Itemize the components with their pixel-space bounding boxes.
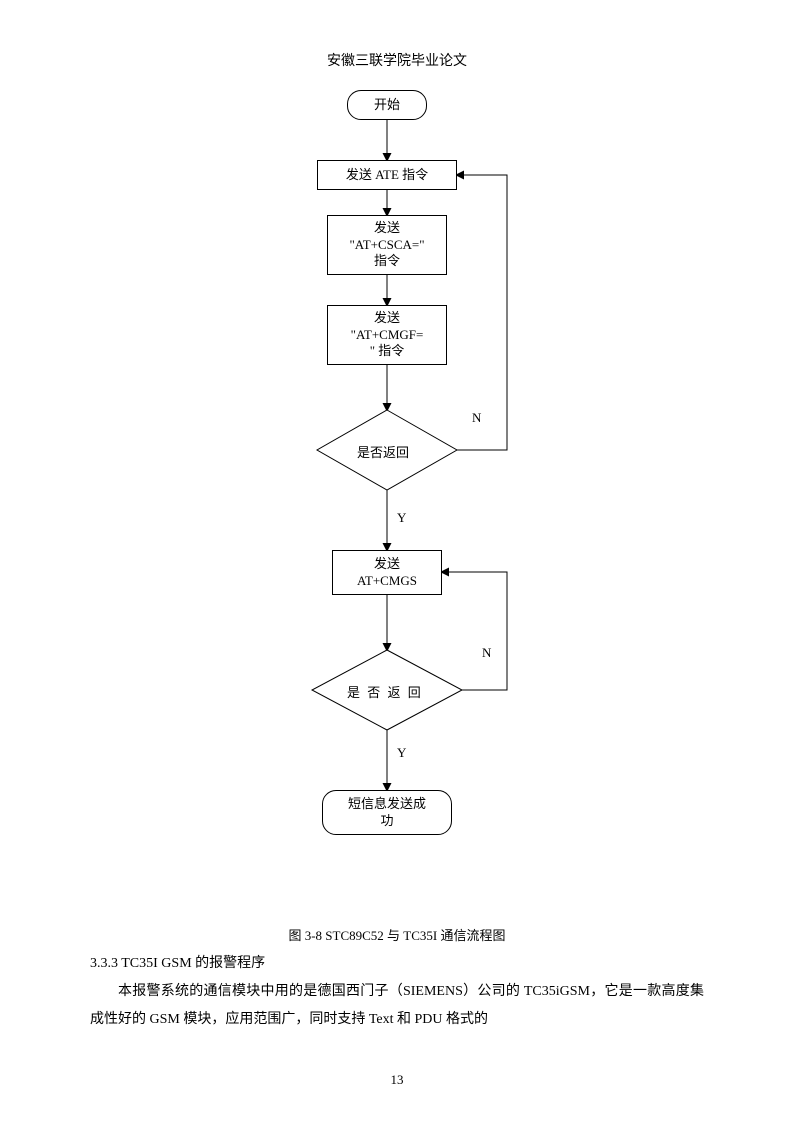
edge-label-dec1-n: N [472,410,481,426]
flow-node-csca-l2: "AT+CSCA=" [349,237,424,254]
flow-node-csca-l3: 指令 [374,253,400,270]
edge-label-dec2-n: N [482,645,491,661]
figure-caption: 图 3-8 STC89C52 与 TC35I 通信流程图 [90,925,704,944]
flow-node-cmgs-l2: AT+CMGS [357,573,417,590]
section-heading: 3.3.3 TC35I GSM 的报警程序 [90,952,704,972]
flow-node-dec1-label: 是否返回 [357,442,409,461]
flow-node-end-l2: 功 [380,813,393,830]
flowchart-container: 开始 发送 ATE 指令 发送 "AT+CSCA=" 指令 发送 "AT+CMG… [247,90,547,900]
flow-node-csca-l1: 发送 [374,220,400,237]
flow-node-ate: 发送 ATE 指令 [317,160,457,190]
edge-label-dec1-y: Y [397,510,406,526]
flow-node-cmgs: 发送 AT+CMGS [332,550,442,595]
page-header: 安徽三联学院毕业论文 [90,50,704,70]
flow-node-cmgf-l1: 发送 [374,310,400,327]
body-paragraph: 本报警系统的通信模块中用的是德国西门子（SIEMENS）公司的 TC35iGSM… [90,978,704,1034]
flow-node-cmgf: 发送 "AT+CMGF= " 指令 [327,305,447,365]
flow-node-end: 短信息发送成 功 [322,790,452,835]
flow-node-dec2-label: 是 否 返 回 [347,682,423,701]
flowchart-edges [247,90,547,900]
flow-node-end-l1: 短信息发送成 [348,796,426,813]
flow-node-start: 开始 [347,90,427,120]
flow-node-cmgs-l1: 发送 [374,556,400,573]
flow-node-csca: 发送 "AT+CSCA=" 指令 [327,215,447,275]
page-number: 13 [0,1072,794,1088]
flow-node-cmgf-l3: " 指令 [370,343,405,360]
flow-node-cmgf-l2: "AT+CMGF= [351,327,424,344]
edge-label-dec2-y: Y [397,745,406,761]
